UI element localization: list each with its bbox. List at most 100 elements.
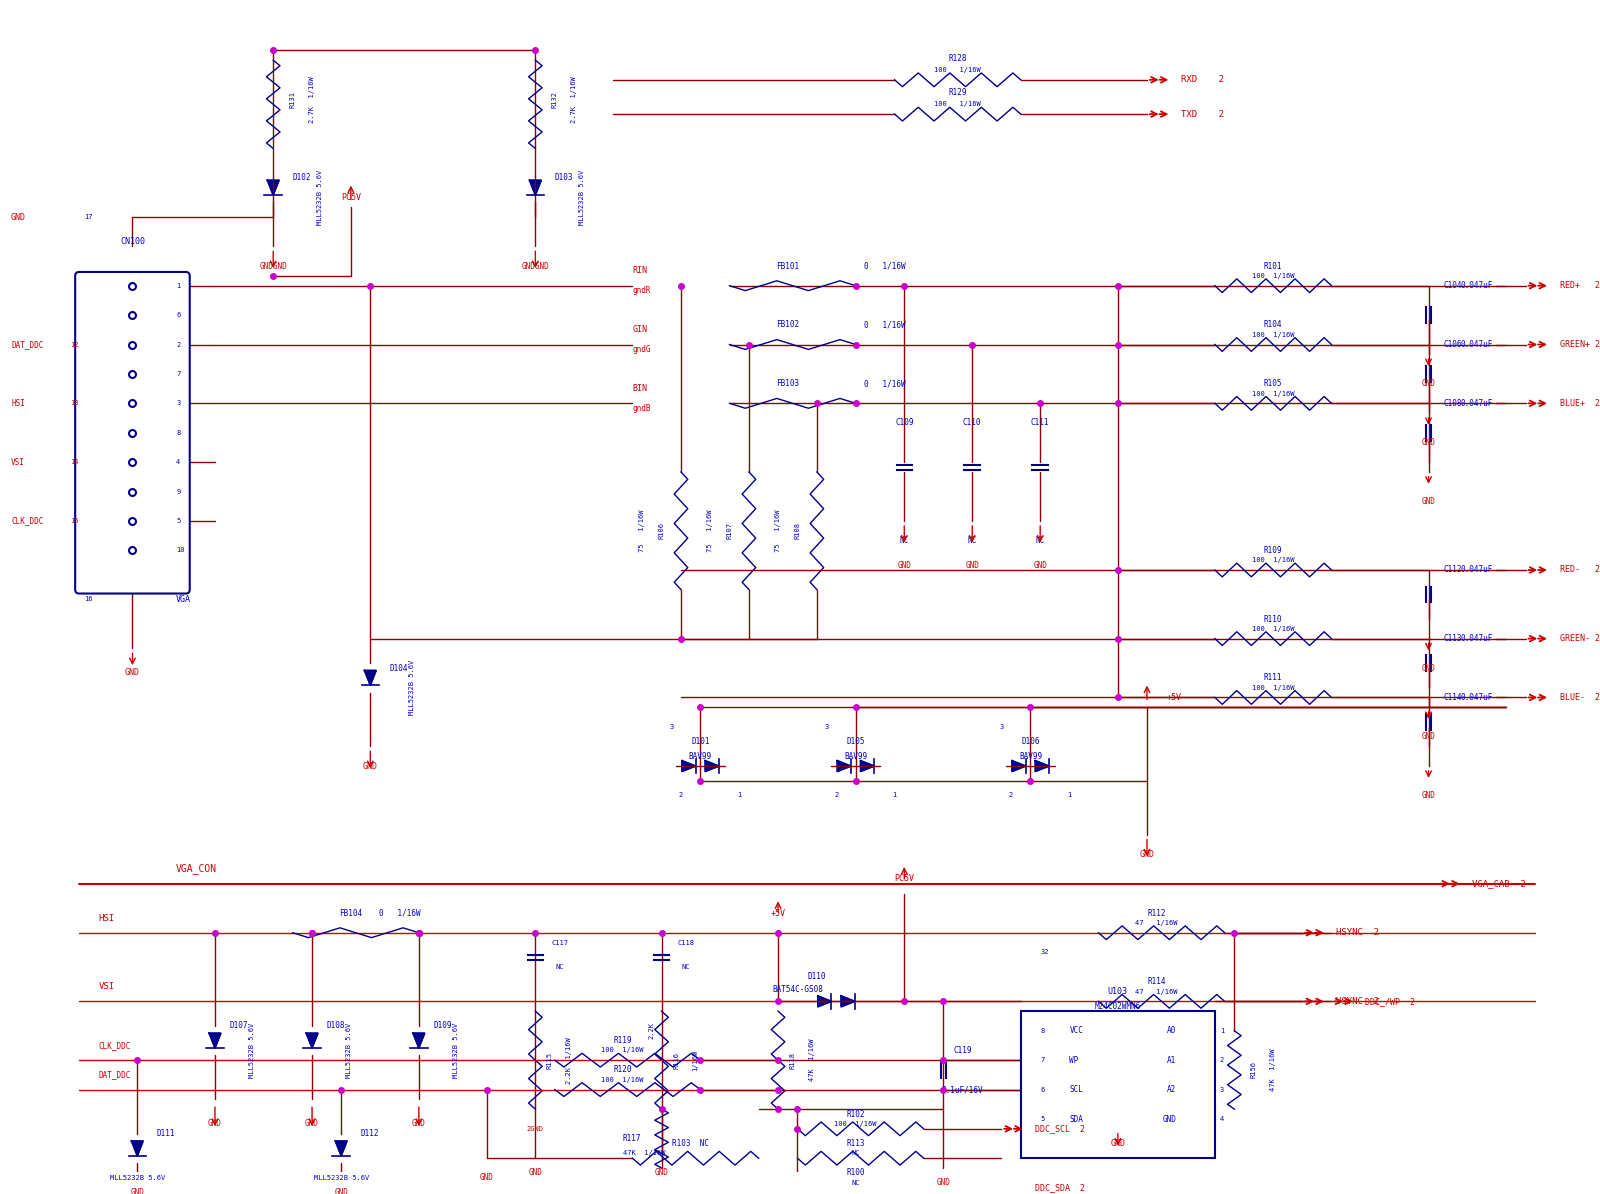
Polygon shape	[306, 1033, 318, 1048]
Text: 12: 12	[70, 341, 78, 347]
Text: 100  1/16W: 100 1/16W	[602, 1077, 643, 1083]
Text: 100  1/16W: 100 1/16W	[602, 1047, 643, 1053]
Text: GNDGND: GNDGND	[522, 261, 549, 271]
Text: C111: C111	[1030, 418, 1050, 427]
Text: PC5V: PC5V	[894, 874, 914, 884]
Text: 1: 1	[176, 283, 181, 289]
Text: CN100: CN100	[120, 238, 146, 246]
Text: NC: NC	[555, 964, 563, 970]
Text: R114: R114	[1147, 977, 1166, 986]
Text: FB102: FB102	[776, 320, 800, 330]
Text: R115: R115	[547, 1052, 554, 1069]
FancyBboxPatch shape	[75, 272, 190, 593]
Text: 100  1/16W: 100 1/16W	[1251, 558, 1294, 564]
Text: 100  1/16W: 100 1/16W	[1251, 332, 1294, 338]
Text: R129: R129	[949, 88, 966, 97]
Text: 3: 3	[1219, 1087, 1224, 1093]
Text: 2.2K  1/16W: 2.2K 1/16W	[566, 1036, 573, 1083]
Text: 10: 10	[176, 547, 184, 553]
Text: 15: 15	[70, 518, 78, 524]
Text: NC: NC	[851, 1180, 859, 1186]
Text: D110: D110	[808, 972, 826, 981]
Text: GNDGND: GNDGND	[259, 261, 286, 271]
Text: 1: 1	[738, 793, 741, 799]
Text: 0.047uF: 0.047uF	[1461, 566, 1493, 574]
Text: DAT_DDC: DAT_DDC	[99, 1070, 131, 1079]
Polygon shape	[818, 996, 832, 1007]
Text: SCL: SCL	[1069, 1085, 1083, 1094]
Text: C109: C109	[894, 418, 914, 427]
Text: A0: A0	[1166, 1027, 1176, 1035]
Text: 100  1/16W: 100 1/16W	[835, 1121, 877, 1127]
Text: MLL5232B 5.6V: MLL5232B 5.6V	[110, 1175, 165, 1181]
Text: C108: C108	[1443, 399, 1461, 408]
Text: GND: GND	[334, 1188, 349, 1194]
Text: NC: NC	[682, 964, 690, 970]
Text: 75   1/16W: 75 1/16W	[774, 510, 781, 552]
Text: R128: R128	[949, 54, 966, 63]
Text: gndR: gndR	[632, 287, 651, 295]
Text: DDC_SCL  2: DDC_SCL 2	[1035, 1125, 1085, 1133]
Text: VSI: VSI	[99, 983, 115, 991]
Text: D108: D108	[326, 1021, 346, 1030]
Text: 2: 2	[834, 793, 838, 799]
Text: C118: C118	[677, 940, 694, 946]
Text: 47   1/16W: 47 1/16W	[1136, 919, 1178, 925]
Text: NC: NC	[1035, 536, 1045, 546]
Text: D102: D102	[293, 173, 310, 183]
Text: GREEN+ 2: GREEN+ 2	[1560, 340, 1600, 349]
Text: 6: 6	[1040, 1087, 1045, 1093]
Text: GND: GND	[125, 669, 139, 677]
Text: +5V: +5V	[771, 909, 786, 918]
Text: HSI: HSI	[11, 399, 26, 408]
Text: 2GND: 2GND	[526, 1126, 544, 1132]
Text: 4: 4	[1219, 1116, 1224, 1122]
Text: RIN: RIN	[632, 266, 648, 276]
Text: MLL5232B 5.6V: MLL5232B 5.6V	[317, 170, 323, 226]
Text: R102: R102	[846, 1109, 866, 1119]
Text: GND: GND	[1421, 790, 1435, 800]
Text: MLL5232B 5.6V: MLL5232B 5.6V	[453, 1023, 459, 1078]
Text: R100: R100	[846, 1169, 866, 1177]
Polygon shape	[413, 1033, 424, 1048]
Text: R119: R119	[613, 1036, 632, 1045]
Polygon shape	[267, 180, 278, 195]
Text: GND: GND	[306, 1120, 318, 1128]
Text: BIN: BIN	[632, 384, 648, 393]
Text: 100   1/16W: 100 1/16W	[934, 101, 981, 107]
Text: 47K  1/16W: 47K 1/16W	[1270, 1048, 1277, 1091]
Text: 1/16W: 1/16W	[693, 1050, 699, 1071]
Text: 3: 3	[669, 724, 674, 730]
Text: GND: GND	[1110, 1139, 1125, 1147]
Text: NC: NC	[899, 536, 909, 546]
Text: 4: 4	[176, 460, 181, 466]
Text: 7: 7	[176, 371, 181, 377]
Text: 0   1/16W: 0 1/16W	[864, 320, 906, 330]
Polygon shape	[365, 671, 376, 685]
Text: C119: C119	[954, 1046, 971, 1054]
Text: D103: D103	[555, 173, 573, 183]
Text: 2: 2	[176, 341, 181, 347]
Text: 8: 8	[176, 430, 181, 436]
Text: DDC_SDA  2: DDC_SDA 2	[1035, 1183, 1085, 1192]
Text: D105: D105	[846, 737, 866, 746]
Text: RXD    2: RXD 2	[1181, 75, 1224, 85]
Text: D104: D104	[390, 664, 408, 672]
Text: 1: 1	[1219, 1028, 1224, 1034]
Text: BLUE-  2: BLUE- 2	[1560, 693, 1600, 702]
Text: A1: A1	[1166, 1055, 1176, 1065]
Text: U103: U103	[1107, 987, 1128, 996]
Text: C113: C113	[1443, 634, 1461, 644]
Polygon shape	[336, 1141, 347, 1156]
Text: 2: 2	[678, 793, 683, 799]
Text: GND: GND	[1421, 438, 1435, 447]
Text: R116: R116	[674, 1052, 678, 1069]
Text: D107: D107	[229, 1021, 248, 1030]
Text: 3: 3	[1000, 724, 1003, 730]
Text: VGA_CAB  2: VGA_CAB 2	[1472, 879, 1526, 888]
Text: VGA_CON: VGA_CON	[176, 863, 218, 874]
Text: MLL5232B 5.6V: MLL5232B 5.6V	[314, 1175, 370, 1181]
Text: 100  1/16W: 100 1/16W	[1251, 684, 1294, 690]
Text: 3: 3	[176, 400, 181, 406]
Text: R105: R105	[1264, 380, 1283, 388]
